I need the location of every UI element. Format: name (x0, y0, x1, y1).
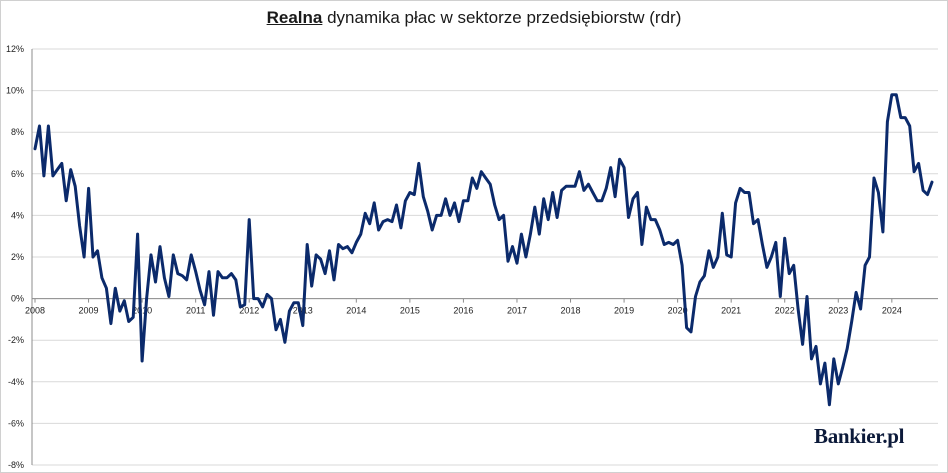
gridlines (32, 48, 938, 466)
x-tick-label: 2019 (614, 306, 634, 316)
series-line-wage-dynamics (33, 93, 934, 407)
x-tick-label: 2008 (25, 306, 45, 316)
axes (31, 49, 938, 465)
x-tick-label: 2009 (79, 306, 99, 316)
y-tick-label: -4% (8, 377, 24, 387)
y-tick-label: 10% (6, 86, 24, 96)
x-tick-label: 2017 (507, 306, 527, 316)
x-tick-label: 2021 (721, 306, 741, 316)
chart-title: Realna dynamika płac w sektorze przedsię… (0, 8, 948, 28)
y-tick-label: 8% (11, 127, 24, 137)
x-tick-label: 2015 (400, 306, 420, 316)
bankier-logo: Bankier.pl (814, 424, 905, 448)
y-tick-label: -6% (8, 418, 24, 428)
x-tick-label: 2016 (453, 306, 473, 316)
x-tick-label: 2024 (882, 306, 902, 316)
x-tick-label: 2011 (186, 306, 205, 316)
y-tick-label: 4% (11, 210, 24, 220)
y-tick-labels: 12% 10% 8% 6% 4% 2% 0% -2% -4% -6% -8% (6, 44, 24, 470)
y-tick-label: 6% (11, 169, 24, 179)
x-tick-label: 2020 (668, 306, 688, 316)
y-tick-label: 0% (11, 294, 24, 304)
chart-title-underlined: Realna (266, 8, 323, 27)
y-tick-label: -8% (8, 460, 24, 470)
y-tick-label: 12% (6, 44, 24, 54)
x-tick-label: 2012 (239, 306, 259, 316)
x-tick-label: 2023 (828, 306, 848, 316)
x-tick-label: 2010 (132, 306, 152, 316)
x-tick-label: 2022 (775, 306, 795, 316)
x-tick-label: 2018 (561, 306, 581, 316)
y-tick-label: 2% (11, 252, 24, 262)
x-tick-label: 2014 (346, 306, 366, 316)
x-tick-labels: 2008 2009 2010 2011 2012 2013 2014 2015 2016 2017… (25, 298, 902, 316)
series-layer (33, 93, 934, 407)
chart-title-rest: dynamika płac w sektorze przedsiębiorstw… (322, 8, 682, 27)
y-tick-label: -2% (8, 335, 24, 345)
